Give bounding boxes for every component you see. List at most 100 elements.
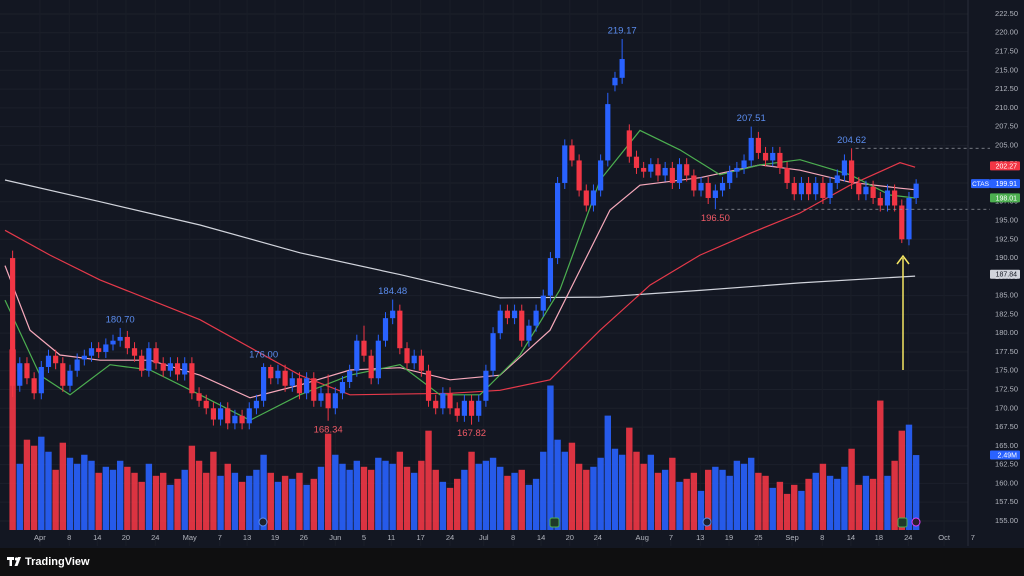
split-icon bbox=[911, 517, 921, 527]
candle-body bbox=[583, 190, 589, 206]
volume-bar bbox=[353, 460, 361, 530]
volume-bar bbox=[626, 427, 633, 530]
candle-body bbox=[669, 167, 675, 183]
candle-body bbox=[67, 370, 73, 386]
candle-body bbox=[447, 393, 453, 409]
axis-layer: 155.00 157.50 160.00 162.50 165.00 167.50 170.… bbox=[34, 9, 1020, 542]
y-tick-label: 215.00 bbox=[995, 65, 1018, 74]
x-tick-label: 13 bbox=[696, 533, 704, 542]
x-tick-label: 17 bbox=[416, 533, 424, 542]
brand-logo bbox=[7, 557, 21, 566]
candle-body bbox=[641, 167, 647, 172]
volume-bar bbox=[410, 472, 418, 530]
candle-body bbox=[468, 400, 475, 416]
candle-body bbox=[339, 382, 346, 394]
volume-bar bbox=[203, 472, 210, 530]
candle-body bbox=[698, 182, 704, 191]
candle-body bbox=[275, 370, 281, 379]
candle-body bbox=[318, 393, 324, 401]
candle-body bbox=[562, 145, 568, 183]
volume-bar bbox=[568, 442, 576, 530]
volume-bar bbox=[640, 463, 647, 530]
volume-bar bbox=[210, 451, 217, 530]
candle-body bbox=[347, 370, 353, 383]
x-tick-label: 18 bbox=[875, 533, 883, 542]
volume-bar bbox=[95, 472, 102, 530]
x-tick-label: 13 bbox=[243, 533, 251, 542]
candle-body bbox=[913, 183, 919, 198]
candle-body bbox=[734, 167, 740, 172]
candle-body bbox=[24, 363, 30, 379]
candle-body bbox=[648, 164, 654, 172]
volume-bar bbox=[482, 460, 490, 530]
candle-body bbox=[863, 186, 869, 195]
price-label: 198.01 bbox=[996, 195, 1018, 202]
x-tick-label: Aug bbox=[636, 533, 649, 542]
candle-body bbox=[289, 378, 295, 386]
candle-body bbox=[569, 145, 575, 161]
candle-body bbox=[96, 348, 102, 352]
volume-bar bbox=[561, 451, 568, 530]
candle-body bbox=[390, 310, 396, 319]
candle-body bbox=[884, 190, 891, 206]
candle-body bbox=[397, 310, 403, 349]
volume-bar bbox=[898, 430, 905, 530]
candle-body bbox=[253, 400, 260, 409]
volume-bar bbox=[131, 472, 138, 530]
volume-bar bbox=[231, 472, 239, 530]
candle-body bbox=[375, 340, 381, 379]
candle-body bbox=[81, 355, 87, 360]
x-tick-label: 8 bbox=[67, 533, 71, 542]
candle-body bbox=[196, 393, 202, 401]
candle-body bbox=[892, 190, 898, 206]
candle-body bbox=[246, 408, 252, 424]
candle-body bbox=[633, 156, 640, 168]
volume-label: 2.49M bbox=[998, 452, 1018, 459]
candle-body bbox=[877, 197, 883, 206]
volume-bar bbox=[748, 457, 755, 530]
candle-body bbox=[504, 310, 511, 319]
earnings-icon bbox=[897, 517, 908, 528]
candle-body bbox=[110, 340, 116, 345]
price-label: 202.27 bbox=[996, 163, 1018, 170]
volume-bar bbox=[116, 460, 124, 530]
x-tick-label: Jul bbox=[479, 533, 489, 542]
volume-bar bbox=[611, 448, 619, 530]
candle-body bbox=[805, 182, 812, 195]
volume-bar bbox=[367, 469, 375, 530]
volume-bar bbox=[669, 457, 676, 530]
price-label: 199.91 bbox=[996, 181, 1018, 188]
candle-body bbox=[404, 348, 410, 364]
volume-bar bbox=[618, 454, 626, 530]
volume-bar bbox=[540, 451, 547, 530]
volume-bar bbox=[661, 469, 669, 530]
volume-bar bbox=[690, 472, 698, 530]
candle-body bbox=[103, 344, 109, 352]
candle-body bbox=[820, 182, 826, 198]
volume-bar bbox=[819, 463, 827, 530]
volume-bar bbox=[238, 481, 246, 530]
volume-bar bbox=[805, 478, 812, 530]
x-tick-label: 8 bbox=[820, 533, 824, 542]
volume-bar bbox=[604, 415, 611, 530]
volume-bar bbox=[274, 481, 282, 530]
candle-body bbox=[139, 355, 145, 371]
volume-bar bbox=[260, 454, 267, 530]
x-tick-label: 7 bbox=[971, 533, 975, 542]
volume-bar bbox=[884, 475, 891, 530]
volume-bar bbox=[855, 484, 862, 530]
candle-body bbox=[619, 59, 625, 78]
volume-bar bbox=[454, 478, 461, 530]
candle-body bbox=[719, 182, 726, 191]
volume-bar bbox=[791, 484, 798, 530]
candle-body bbox=[856, 182, 862, 195]
y-tick-label: 182.50 bbox=[995, 309, 1018, 318]
candle-body bbox=[38, 366, 44, 394]
candle-body bbox=[662, 167, 668, 176]
volume-bar bbox=[109, 469, 117, 530]
candle-body bbox=[124, 336, 130, 349]
volume-bar bbox=[289, 478, 296, 530]
volume-bar bbox=[518, 469, 525, 530]
volume-bar bbox=[181, 469, 188, 530]
volume-bar bbox=[217, 475, 224, 530]
